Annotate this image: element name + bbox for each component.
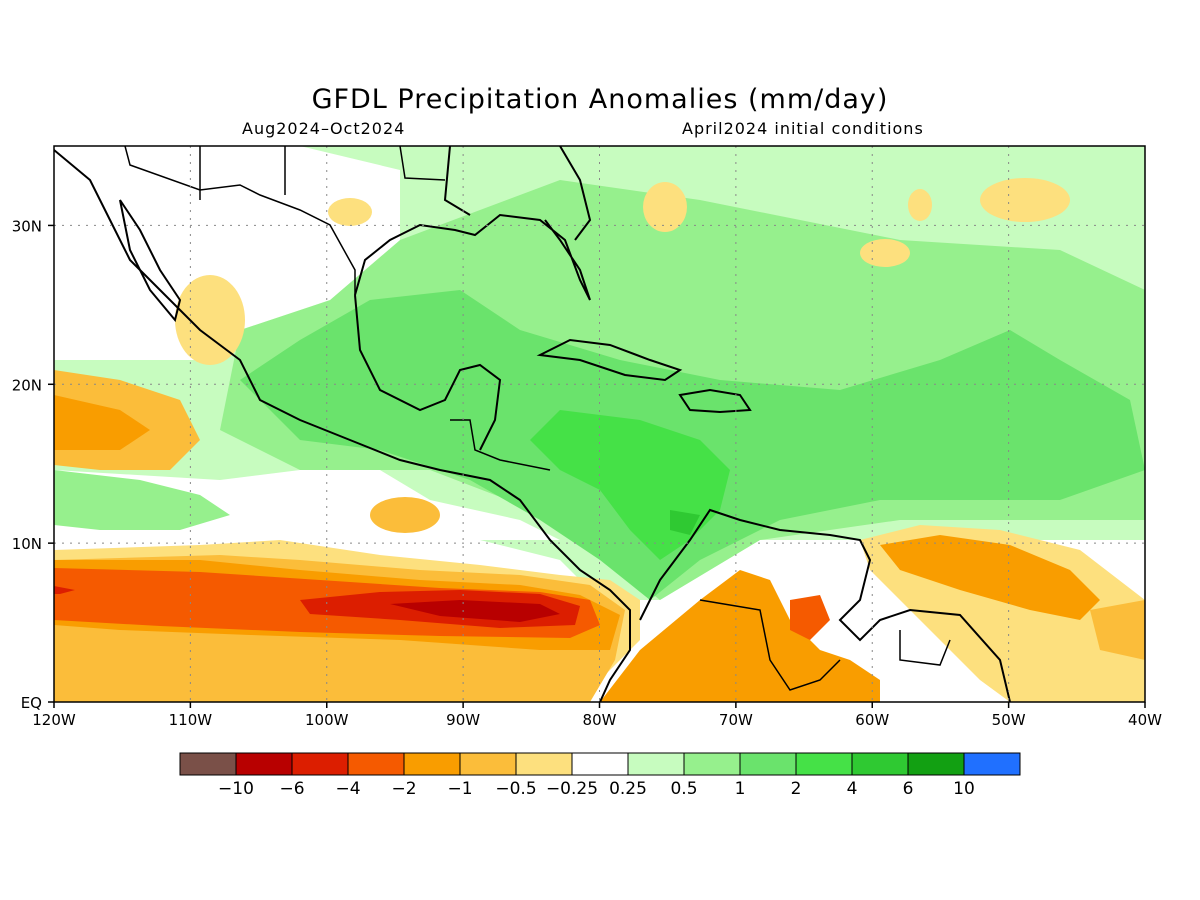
colorbar-label: 1 xyxy=(735,779,746,799)
y-tick-label: 30N xyxy=(12,217,42,235)
coastline xyxy=(559,146,592,241)
anomaly-area xyxy=(980,178,1070,222)
coastline xyxy=(119,199,182,323)
border xyxy=(399,146,446,181)
y-tick-label: 10N xyxy=(12,535,42,553)
colorbar: −10 −6 −4 −2 −1 −0.5 −0.25 0.25 0.5 1 2 4 6 10 xyxy=(179,752,1021,799)
coastline xyxy=(678,388,752,414)
colorbar-swatch xyxy=(235,752,293,776)
forecast-period: Aug2024–Oct2024 xyxy=(242,119,406,138)
coastline xyxy=(639,508,1011,702)
grid xyxy=(54,146,1145,702)
x-tick-label: 90W xyxy=(446,711,480,729)
x-tick-label: 80W xyxy=(583,711,617,729)
chart-title: GFDL Precipitation Anomalies (mm/day) xyxy=(311,84,889,115)
colorbar-label: −2 xyxy=(391,779,416,799)
colorbar-swatch xyxy=(459,752,517,776)
border xyxy=(124,146,356,295)
colorbar-swatch xyxy=(403,752,461,776)
colorbar-swatch xyxy=(851,752,909,776)
anomaly-area xyxy=(390,600,560,622)
anomaly-area xyxy=(643,182,687,232)
colorbar-swatch xyxy=(515,752,573,776)
anomaly-area xyxy=(880,535,1100,620)
anomaly-area xyxy=(908,189,932,221)
colorbar-swatch xyxy=(907,752,965,776)
colorbar-swatch xyxy=(739,752,797,776)
colorbar-swatch xyxy=(963,752,1021,776)
colorbar-label: 2 xyxy=(791,779,802,799)
colorbar-label: −4 xyxy=(335,779,360,799)
colorbar-swatch xyxy=(291,752,349,776)
anomaly-area xyxy=(670,510,700,535)
colorbar-label: 0.5 xyxy=(670,779,697,799)
colorbar-label: 4 xyxy=(847,779,858,799)
anomaly-area xyxy=(860,239,910,267)
anomaly-area xyxy=(370,497,440,533)
anomaly-area xyxy=(175,275,245,365)
anomaly-area xyxy=(54,146,400,360)
anomaly-area xyxy=(54,470,230,530)
colorbar-swatch xyxy=(347,752,405,776)
colorbar-label: −6 xyxy=(279,779,304,799)
colorbar-label: −0.25 xyxy=(546,779,598,799)
colorbar-swatch xyxy=(571,752,629,776)
colorbar-label: −1 xyxy=(447,779,472,799)
colorbar-swatch xyxy=(795,752,853,776)
coastline xyxy=(354,213,591,301)
colorbar-label: 6 xyxy=(903,779,914,799)
x-tick-label: 100W xyxy=(305,711,349,729)
anomaly-area xyxy=(600,570,880,702)
colorbar-swatch xyxy=(179,752,237,776)
coastline xyxy=(536,338,683,382)
anomaly-area xyxy=(54,395,150,450)
x-tick-label: 70W xyxy=(719,711,753,729)
colorbar-label: 0.25 xyxy=(609,779,647,799)
colorbar-swatch xyxy=(683,752,741,776)
coastlines xyxy=(54,146,1011,702)
x-tick-label: 110W xyxy=(169,711,213,729)
colorbar-label: −10 xyxy=(218,779,254,799)
coastline xyxy=(354,294,502,451)
y-tick-label: EQ xyxy=(21,694,42,712)
x-tick-label: 40W xyxy=(1128,711,1162,729)
colorbar-label: 10 xyxy=(953,779,975,799)
axes: 120W 110W 100W 90W 80W 70W 60W 50W 40W EQ 10N 20N 30… xyxy=(12,217,1162,729)
coastline xyxy=(443,146,471,216)
colorbar-swatch xyxy=(627,752,685,776)
border xyxy=(699,599,841,691)
initial-conditions: April2024 initial conditions xyxy=(682,119,924,138)
anomaly-area xyxy=(790,595,830,640)
border xyxy=(899,630,951,666)
x-tick-label: 50W xyxy=(992,711,1026,729)
colorbar-label: −0.5 xyxy=(495,779,536,799)
y-tick-label: 20N xyxy=(12,376,42,394)
x-tick-label: 120W xyxy=(32,711,76,729)
anomaly-area xyxy=(328,198,372,226)
x-tick-label: 60W xyxy=(855,711,889,729)
anomaly-area xyxy=(1090,600,1145,660)
anomaly-area xyxy=(54,586,75,594)
